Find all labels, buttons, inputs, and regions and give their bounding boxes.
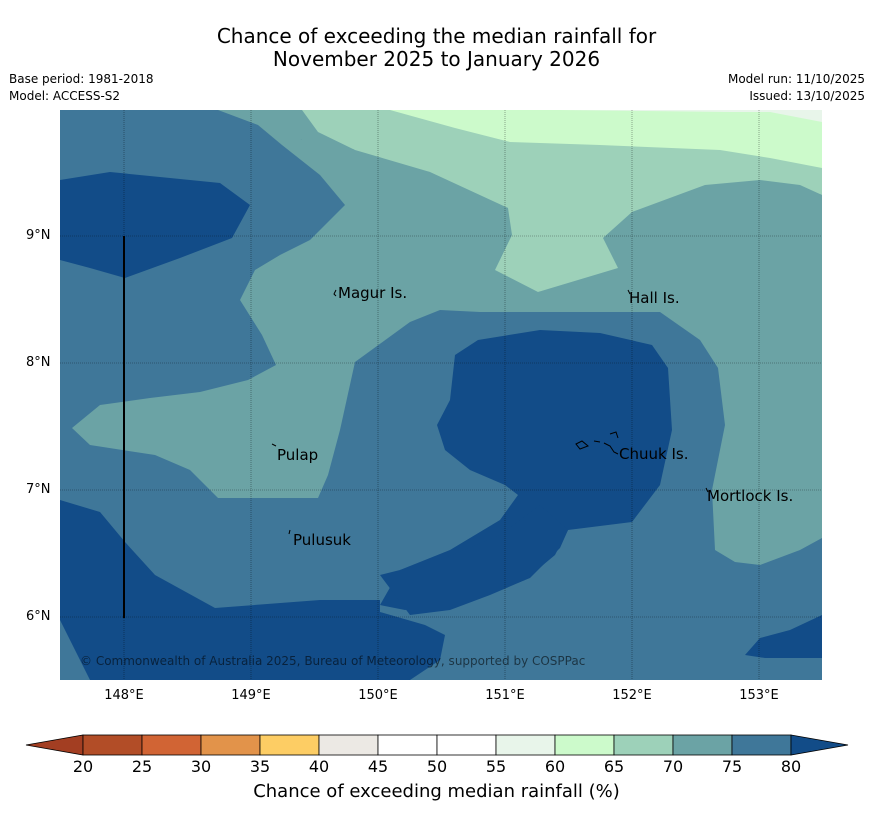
- label-pulusuk: Pulusuk: [293, 531, 351, 549]
- lat-7n: 7°N: [26, 482, 51, 497]
- colorbar-segment: [259, 734, 320, 756]
- lon-149e: 149°E: [231, 688, 271, 703]
- colorbar-segment: [495, 734, 556, 756]
- colorbar-tick-label: 25: [131, 757, 153, 776]
- label-pulap: Pulap: [277, 446, 318, 464]
- model-run: Model run: 11/10/2025: [727, 72, 865, 86]
- colorbar-segment: [200, 734, 261, 756]
- colorbar-tick-label: 45: [367, 757, 389, 776]
- colorbar-segment: [436, 734, 497, 756]
- zone-80-south-tail: [380, 505, 568, 615]
- place-labels: Magur Is. Hall Is. Pulap Chuuk Is. Mortl…: [277, 284, 793, 549]
- zone-80-southeast: [745, 615, 822, 658]
- copyright-credit: © Commonwealth of Australia 2025, Bureau…: [80, 654, 585, 668]
- label-mortlock: Mortlock Is.: [707, 487, 793, 505]
- colorbar-arrow-high: [790, 734, 849, 756]
- zone-55-60: [560, 110, 822, 122]
- lon-153e: 153°E: [739, 688, 779, 703]
- label-magur: Magur Is.: [338, 284, 407, 302]
- colorbar-title: Chance of exceeding median rainfall (%): [253, 781, 620, 802]
- zone-80-northwest: [60, 172, 250, 278]
- colorbar-tick-label: 55: [485, 757, 507, 776]
- colorbar-tick-label: 70: [662, 757, 684, 776]
- zone-80-south: [60, 500, 445, 680]
- colorbar-tick-label: 65: [603, 757, 625, 776]
- zone-70-75-north: [72, 110, 822, 565]
- colorbar: [25, 734, 849, 756]
- colorbar-tick-label: 40: [308, 757, 330, 776]
- colorbar-tick-label: 60: [544, 757, 566, 776]
- lat-8n: 8°N: [26, 355, 51, 370]
- lon-150e: 150°E: [358, 688, 398, 703]
- colorbar-tick-label: 30: [190, 757, 212, 776]
- colorbar-segment: [554, 734, 615, 756]
- lat-6n: 6°N: [26, 609, 51, 624]
- meta-left: Base period: 1981-2018 Model: ACCESS-S2: [9, 71, 154, 105]
- issued-date: Issued: 13/10/2025: [749, 89, 865, 103]
- map-title-line1: Chance of exceeding the median rainfall …: [216, 24, 657, 48]
- colorbar-segment: [613, 734, 674, 756]
- zone-80-chuuk: [380, 330, 672, 610]
- lon-148e: 148°E: [104, 688, 144, 703]
- colorbar-segment: [731, 734, 792, 756]
- meta-right: Model run: 11/10/2025 Issued: 13/10/2025: [728, 71, 865, 105]
- colorbar-segment: [318, 734, 379, 756]
- lon-152e: 152°E: [612, 688, 652, 703]
- label-hall: Hall Is.: [629, 289, 680, 307]
- colorbar-segment: [377, 734, 438, 756]
- colorbar-tick-label: 35: [249, 757, 271, 776]
- colorbar-segment: [141, 734, 202, 756]
- colorbar-tick-label: 80: [780, 757, 802, 776]
- map-title-line2: November 2025 to January 2026: [272, 47, 601, 71]
- colorbar-tick-label: 50: [426, 757, 448, 776]
- base-period: Base period: 1981-2018: [9, 72, 154, 86]
- lon-151e: 151°E: [485, 688, 525, 703]
- colorbar-segment: [82, 734, 143, 756]
- label-chuuk: Chuuk Is.: [619, 445, 688, 463]
- lat-9n: 9°N: [26, 228, 51, 243]
- zone-65-70: [302, 110, 822, 292]
- colorbar-tick-label: 20: [72, 757, 94, 776]
- colorbar-segment: [672, 734, 733, 756]
- model-name: Model: ACCESS-S2: [9, 89, 121, 103]
- colorbar-arrow-low: [25, 734, 84, 756]
- island-outlines: [271, 289, 709, 535]
- zone-60-65: [390, 110, 822, 168]
- colorbar-tick-label: 75: [721, 757, 743, 776]
